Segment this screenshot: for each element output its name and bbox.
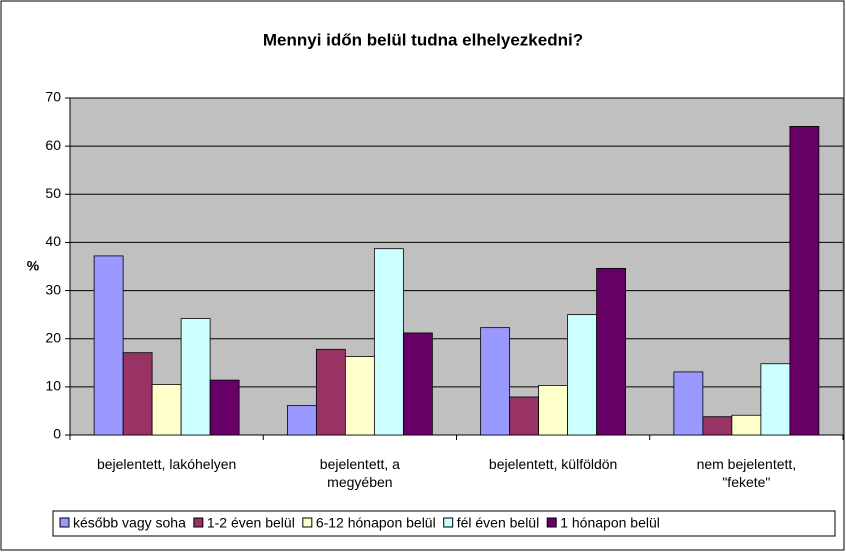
bar: [373, 248, 404, 436]
legend-swatch: [546, 517, 557, 528]
legend-swatch: [302, 517, 313, 528]
legend-label: 1-2 éven belül: [207, 515, 295, 531]
bar: [209, 379, 240, 436]
bar: [122, 352, 153, 436]
bar: [596, 268, 627, 436]
bar: [567, 314, 598, 436]
legend-label: 1 hónapon belül: [560, 515, 660, 531]
y-tick-label: 40: [45, 233, 61, 249]
y-axis-label: %: [27, 258, 40, 274]
bar: [180, 318, 211, 436]
y-tick-label: 20: [45, 329, 61, 345]
bar: [789, 126, 820, 436]
x-tick-label: bejelentett, a megyében: [319, 456, 400, 490]
y-tick-label: 60: [45, 137, 61, 153]
legend-label: később vagy soha: [73, 515, 186, 531]
y-tick-label: 50: [45, 185, 61, 201]
bar: [673, 371, 704, 436]
legend-label: 6-12 hónapon belül: [316, 515, 436, 531]
x-tick-label: nem bejelentett, "fekete": [696, 456, 797, 490]
x-tick-label: bejelentett, külföldön: [488, 456, 618, 472]
bar: [344, 356, 375, 436]
bar: [731, 414, 762, 436]
bar: [286, 405, 317, 436]
bar: [151, 384, 182, 436]
bar: [93, 255, 124, 436]
legend-swatch: [59, 517, 70, 528]
bar: [509, 396, 540, 436]
chart-title: Mennyi időn belül tudna elhelyezkedni?: [263, 30, 583, 49]
y-tick-label: 70: [45, 89, 61, 105]
bar: [480, 327, 511, 436]
legend-swatch: [443, 517, 454, 528]
bar: [702, 416, 733, 436]
y-tick-label: 10: [45, 378, 61, 394]
bar: [402, 332, 433, 436]
bar: [760, 363, 791, 436]
y-tick-label: 0: [53, 426, 61, 442]
x-tick-label: bejelentett, lakóhelyen: [96, 456, 237, 472]
legend-label: fél éven belül: [457, 515, 540, 531]
bar: [315, 348, 346, 436]
y-tick-label: 30: [45, 281, 61, 297]
bar: [538, 385, 569, 436]
legend-swatch: [193, 517, 204, 528]
